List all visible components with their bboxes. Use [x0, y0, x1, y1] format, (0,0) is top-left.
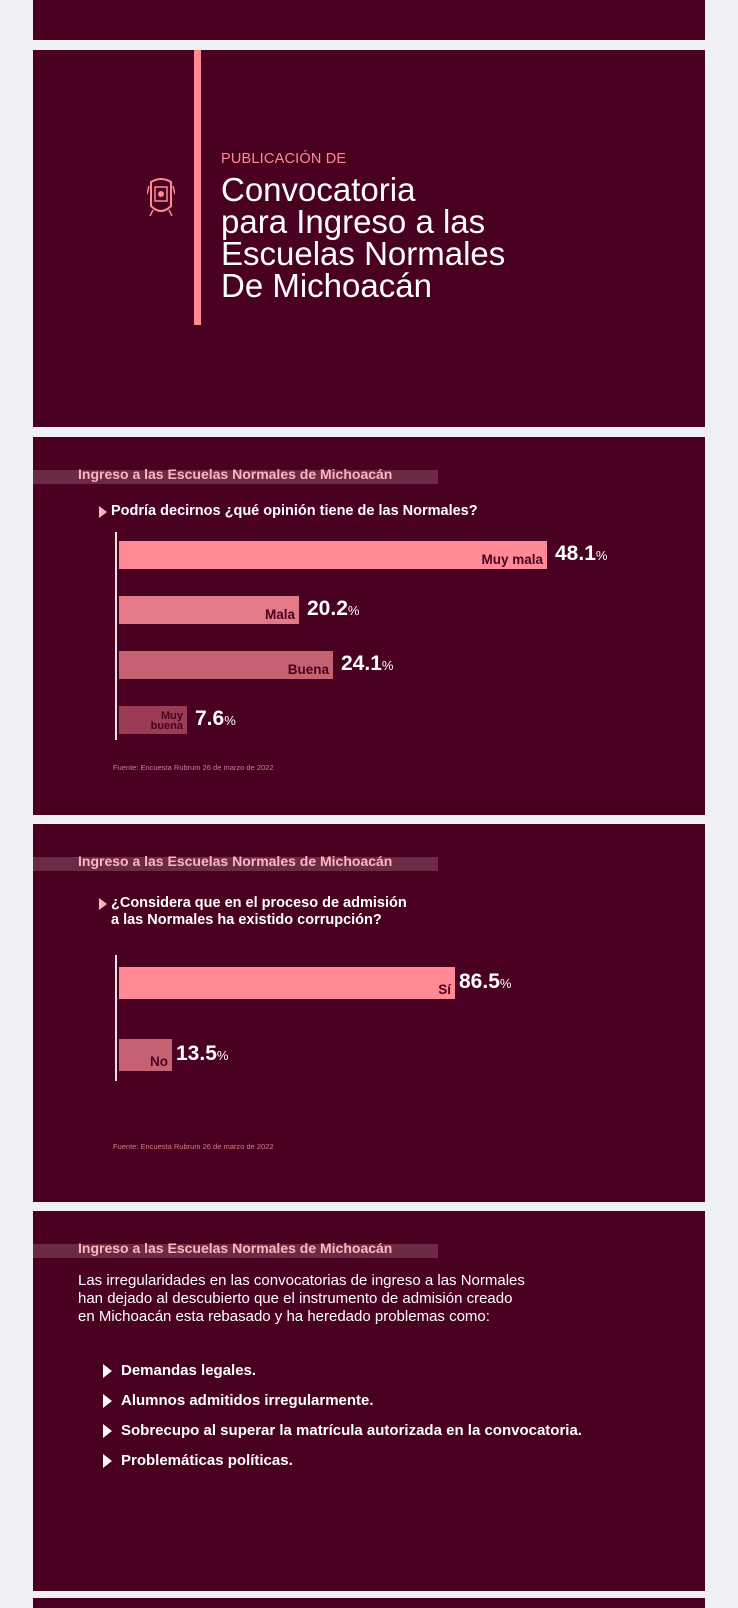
chart-bar: Mala — [119, 596, 299, 624]
chart-bar-category-label: Muy mala — [481, 552, 543, 567]
cover-title: Convocatoria para Ingreso a las Escuelas… — [221, 171, 506, 304]
list-item: Demandas legales. — [103, 1362, 582, 1392]
chart-bar-category-label: Mala — [264, 607, 295, 622]
chart-bar-value-label: 20.2% — [307, 597, 360, 620]
cover-title-line: De Michoacán — [221, 267, 432, 304]
paragraph-line: en Michoacán esta rebasado y ha heredado… — [78, 1308, 490, 1325]
chart-question-text: Podría decirnos ¿qué opinión tiene de la… — [111, 503, 478, 519]
intro-paragraph: Las irregularidades en las convocatorias… — [78, 1272, 678, 1326]
triangle-bullet-icon — [103, 1394, 112, 1408]
section-header-bar — [33, 1244, 438, 1258]
chart-value-unit: % — [224, 713, 236, 728]
michoacan-coat-of-arms-icon — [147, 178, 175, 217]
triangle-bullet-icon — [103, 1364, 112, 1378]
list-item-text: Problemáticas políticas. — [121, 1452, 293, 1469]
cover-slide: PUBLICACIÓN DE Convocatoria para Ingreso… — [33, 50, 705, 427]
chart-bar: No — [119, 1039, 172, 1071]
chart-bar: Muy mala — [119, 541, 547, 569]
chart-axis-line — [115, 532, 117, 740]
previous-slide — [33, 0, 705, 40]
list-item-text: Alumnos admitidos irregularmente. — [121, 1392, 374, 1409]
chart-bar-value-label: 13.5% — [176, 1042, 229, 1065]
chart-bar-category-label: No — [150, 1054, 168, 1069]
chart-bar: Buena — [119, 651, 333, 679]
chart-bar-category-label: Muy buena — [150, 710, 183, 732]
section-title: Ingreso a las Escuelas Normales de Micho… — [78, 853, 393, 869]
chart-bar-value-label: 7.6% — [195, 707, 236, 730]
chart-source: Fuente: Encuesta Rubrum 26 de marzo de 2… — [113, 763, 274, 772]
problems-list: Demandas legales. Alumnos admitidos irre… — [103, 1362, 582, 1482]
chart-bar-value-label: 48.1% — [555, 542, 608, 565]
list-item-text: Sobrecupo al superar la matrícula autori… — [121, 1422, 582, 1439]
list-item-text: Demandas legales. — [121, 1362, 257, 1379]
problems-slide: Ingreso a las Escuelas Normales de Micho… — [33, 1211, 705, 1591]
chart-question: ¿Considera que en el proceso de admisión… — [99, 895, 407, 929]
section-header-bar — [33, 857, 438, 871]
chart-value-unit: % — [347, 603, 360, 618]
cover-kicker: PUBLICACIÓN DE — [221, 151, 347, 167]
paragraph-line: Las irregularidades en las convocatorias… — [78, 1272, 525, 1289]
corruption-chart-slide: Ingreso a las Escuelas Normales de Micho… — [33, 824, 705, 1202]
chart-question: Podría decirnos ¿qué opinión tiene de la… — [99, 503, 478, 520]
chart-value-unit: % — [595, 548, 608, 563]
cover-title-line: Escuelas Normales — [221, 235, 506, 272]
chart-source: Fuente: Encuesta Rubrum 26 de marzo de 2… — [113, 1142, 274, 1151]
chart-axis-line — [115, 955, 117, 1081]
triangle-bullet-icon — [103, 1424, 112, 1438]
list-item: Sobrecupo al superar la matrícula autori… — [103, 1422, 582, 1452]
chart-value-unit: % — [216, 1048, 229, 1063]
chart-bar: Muy buena — [119, 706, 187, 734]
chart-value-unit: % — [499, 976, 512, 991]
chart-bar-category-label: Buena — [287, 662, 329, 677]
chart-bar-value-label: 86.5% — [459, 970, 512, 993]
chart-question-line: ¿Considera que en el proceso de admisión — [111, 895, 407, 911]
opinion-chart-slide: Ingreso a las Escuelas Normales de Micho… — [33, 437, 705, 815]
cover-title-line: Convocatoria — [221, 171, 416, 208]
section-title: Ingreso a las Escuelas Normales de Micho… — [78, 1240, 393, 1256]
list-item: Alumnos admitidos irregularmente. — [103, 1392, 582, 1422]
triangle-bullet-icon — [103, 1454, 112, 1468]
paragraph-line: han dejado al descubierto que el instrum… — [78, 1290, 513, 1307]
title-accent-bar — [194, 50, 201, 325]
chart-question-line: a las Normales ha existido corrupción? — [111, 912, 382, 928]
section-header-bar — [33, 470, 438, 484]
chart-bar-category-label: Sí — [438, 982, 451, 997]
section-title: Ingreso a las Escuelas Normales de Micho… — [78, 466, 393, 482]
chart-value-unit: % — [381, 658, 394, 673]
triangle-bullet-icon — [99, 506, 107, 518]
chart-bar-value-label: 24.1% — [341, 652, 394, 675]
triangle-bullet-icon — [99, 898, 107, 910]
chart-bar: Sí — [119, 967, 455, 999]
list-item: Problemáticas políticas. — [103, 1452, 582, 1482]
cover-title-line: para Ingreso a las — [221, 203, 486, 240]
